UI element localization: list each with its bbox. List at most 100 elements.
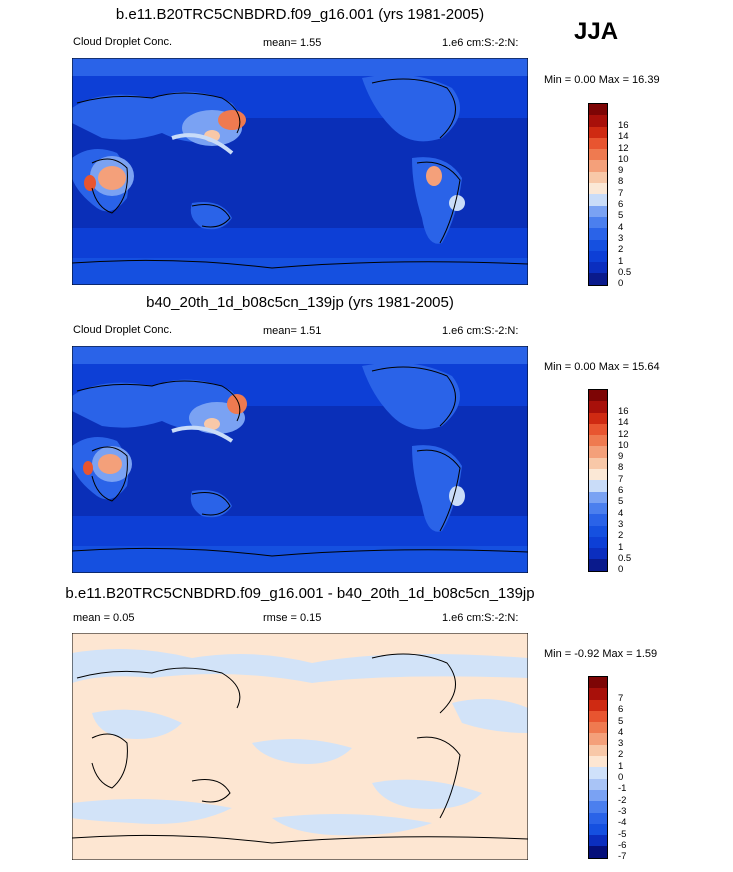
panel-3-map [72,633,528,860]
colorbar-segment [589,722,607,734]
colorbar-segment [589,756,607,768]
colorbar-segment [589,514,607,526]
colorbar-segment [589,216,607,229]
panel-3-minmax: Min = -0.92 Max = 1.59 [544,648,658,660]
colorbar-segment [589,149,607,161]
colorbar-segment [589,536,607,549]
colorbar-segment [589,559,607,571]
colorbar-tick-label: 9 [618,451,624,463]
colorbar-segment [589,423,607,436]
colorbar-segment [589,412,607,424]
colorbar-tick-label: 8 [618,176,624,188]
colorbar-tick-label: -1 [618,783,627,795]
colorbar-segment [589,688,607,700]
colorbar-tick-label: 0 [618,278,624,290]
colorbar-segment [589,194,607,206]
colorbar-1 [588,103,608,286]
colorbar-tick-label: 4 [618,507,624,519]
colorbar-segment [589,823,607,836]
colorbar-segment [589,390,607,402]
colorbar-segment [589,699,607,711]
colorbar-segment [589,104,607,116]
colorbar-tick-label: 2 [618,530,624,542]
colorbar-tick-label: 7 [618,473,624,485]
colorbar-segment [589,273,607,285]
colorbar-segment [589,171,607,184]
colorbar-tick-label: 6 [618,704,624,716]
colorbar-tick-label: -7 [618,851,627,863]
colorbar-tick-label: 5 [618,496,624,508]
panel-3-title: b.e11.B20TRC5CNBDRD.f09_g16.001 - b40_20… [65,585,535,602]
colorbar-segment [589,480,607,492]
panel-3-mean-label: mean = 0.05 [73,612,135,624]
colorbar-segment [589,183,607,195]
colorbar-segment [589,228,607,240]
colorbar-segment [589,502,607,515]
colorbar-tick-label: -2 [618,794,627,806]
colorbar-segment [589,457,607,470]
colorbar-tick-label: 1 [618,541,624,553]
colorbar-tick-label: 12 [618,142,629,154]
colorbar-segment [589,677,607,689]
colorbar-segment [589,115,607,127]
colorbar-segment [589,401,607,413]
colorbar-segment [589,250,607,263]
colorbar-segment [589,812,607,824]
colorbar-segment [589,435,607,447]
panel-3-units-label: 1.e6 cm:S:-2:N: [442,612,519,624]
panel-1-minmax: Min = 0.00 Max = 16.39 [544,74,660,86]
colorbar-tick-label: 14 [618,417,629,429]
colorbar-segment [589,491,607,503]
panel-2-title: b40_20th_1d_b08c5cn_139jp (yrs 1981-2005… [146,294,454,311]
colorbar-tick-label: 7 [618,692,624,704]
colorbar-segment [589,446,607,458]
colorbar-segment [589,525,607,537]
panel-2-mean-label: mean= 1.51 [263,325,322,337]
colorbar-tick-label: -5 [618,828,627,840]
colorbar-tick-label: 2 [618,749,624,761]
colorbar-tick-label: -4 [618,817,627,829]
panel-2-map [72,346,528,573]
panel-1-map [72,58,528,285]
colorbar-tick-label: 5 [618,210,624,222]
colorbar-tick-label: 12 [618,428,629,440]
colorbar-3 [588,676,608,859]
colorbar-segment [589,205,607,217]
panel-1-variable-label: Cloud Droplet Conc. [73,36,173,48]
panel-3-rmse-label: rmse = 0.15 [263,612,322,624]
colorbar-segment [589,160,607,172]
colorbar-tick-label: 5 [618,715,624,727]
panel-2-units-label: 1.e6 cm:S:-2:N: [442,325,519,337]
panel-2-minmax: Min = 0.00 Max = 15.64 [544,361,660,373]
colorbar-tick-label: 0 [618,564,624,576]
colorbar-tick-label: 6 [618,199,624,211]
colorbar-segment [589,835,607,847]
colorbar-segment [589,744,607,757]
colorbar-tick-label: 10 [618,153,629,165]
colorbar-tick-label: 4 [618,726,624,738]
colorbar-tick-label: 0 [618,772,624,784]
colorbar-segment [589,137,607,150]
colorbar-segment [589,801,607,813]
colorbar-segment [589,126,607,138]
colorbar-segment [589,239,607,251]
colorbar-tick-label: 1 [618,255,624,267]
panel-2-variable-label: Cloud Droplet Conc. [73,324,173,336]
colorbar-segment [589,733,607,745]
colorbar-tick-label: 10 [618,439,629,451]
colorbar-segment [589,789,607,802]
panel-1-units-label: 1.e6 cm:S:-2:N: [442,37,519,49]
colorbar-tick-label: 3 [618,518,624,530]
colorbar-tick-label: 14 [618,131,629,143]
colorbar-tick-label: 7 [618,187,624,199]
season-label: JJA [574,18,619,45]
colorbar-tick-label: 9 [618,165,624,177]
colorbar-segment [589,778,607,790]
colorbar-segment [589,548,607,560]
colorbar-tick-label: -3 [618,805,627,817]
colorbar-tick-label: 3 [618,738,624,750]
colorbar-tick-label: 0.5 [618,266,632,278]
panel-1-mean-label: mean= 1.55 [263,37,322,49]
colorbar-tick-label: 16 [618,119,629,131]
colorbar-tick-label: 6 [618,485,624,497]
